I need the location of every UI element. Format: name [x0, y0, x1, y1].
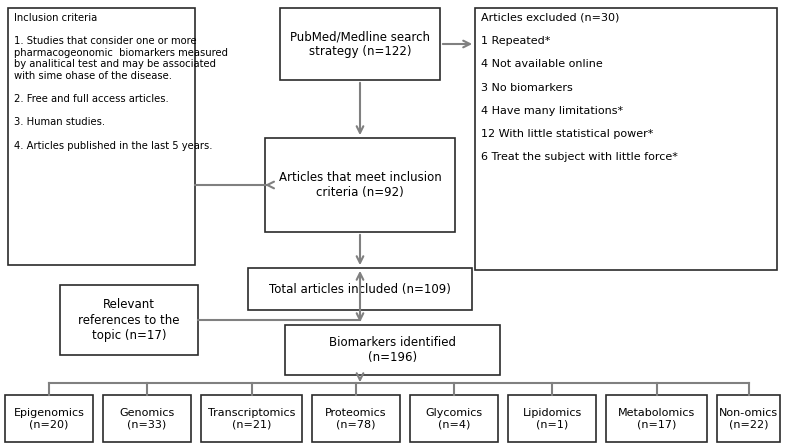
- Text: Epigenomics
(n=20): Epigenomics (n=20): [13, 408, 85, 429]
- Bar: [8, 8, 195, 265]
- Text: Glycomics
(n=4): Glycomics (n=4): [425, 408, 483, 429]
- Bar: [285, 325, 500, 375]
- Text: Genomics
(n=33): Genomics (n=33): [119, 408, 174, 429]
- Text: Non-omics
(n=22): Non-omics (n=22): [719, 408, 778, 429]
- Text: Relevant
references to the
topic (n=17): Relevant references to the topic (n=17): [78, 299, 180, 342]
- Bar: [475, 8, 777, 270]
- Bar: [5, 395, 93, 442]
- Bar: [248, 268, 472, 310]
- Bar: [103, 395, 191, 442]
- Text: Articles that meet inclusion
criteria (n=92): Articles that meet inclusion criteria (n…: [279, 171, 441, 199]
- Bar: [717, 395, 780, 442]
- Text: Inclusion criteria

1. Studies that consider one or more
pharmacogeonomic  bioma: Inclusion criteria 1. Studies that consi…: [14, 13, 228, 151]
- Bar: [201, 395, 302, 442]
- Text: Lipidomics
(n=1): Lipidomics (n=1): [522, 408, 582, 429]
- Bar: [265, 138, 455, 232]
- Text: Proteomics
(n=78): Proteomics (n=78): [325, 408, 387, 429]
- Text: Metabolomics
(n=17): Metabolomics (n=17): [618, 408, 696, 429]
- Text: Total articles included (n=109): Total articles included (n=109): [269, 283, 451, 295]
- Text: Transcriptomics
(n=21): Transcriptomics (n=21): [208, 408, 295, 429]
- Text: Biomarkers identified
(n=196): Biomarkers identified (n=196): [329, 336, 456, 364]
- Text: PubMed/Medline search
strategy (n=122): PubMed/Medline search strategy (n=122): [290, 30, 430, 58]
- Bar: [606, 395, 707, 442]
- Bar: [312, 395, 400, 442]
- Bar: [280, 8, 440, 80]
- Bar: [410, 395, 498, 442]
- Text: Articles excluded (n=30)

1 Repeated*

4 Not available online

3 No biomarkers

: Articles excluded (n=30) 1 Repeated* 4 N…: [481, 13, 678, 162]
- Bar: [508, 395, 596, 442]
- Bar: [60, 285, 198, 355]
